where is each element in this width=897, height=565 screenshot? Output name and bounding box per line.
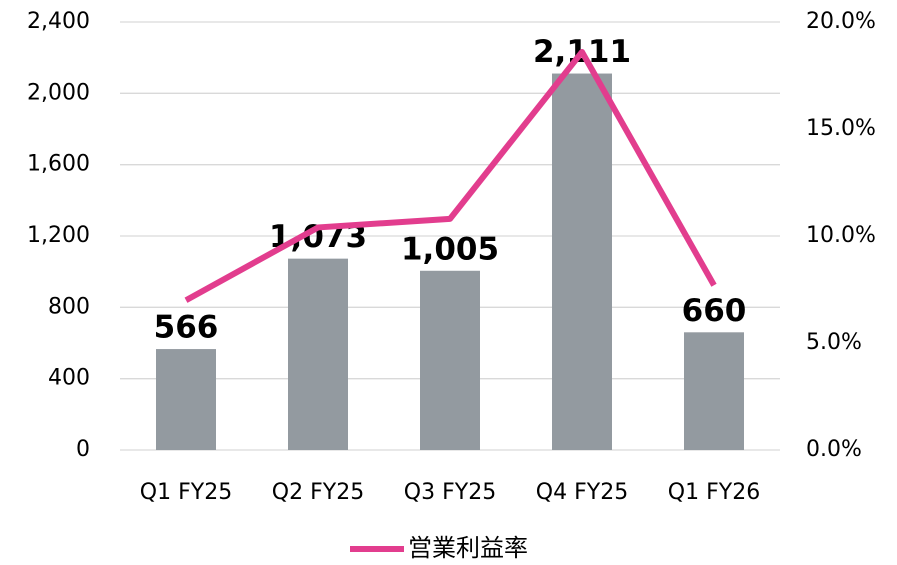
y2-tick-label: 0.0% [806, 437, 862, 462]
y-tick-label: 400 [48, 366, 90, 391]
x-tick-label: Q1 FY26 [668, 480, 760, 505]
y2-tick-label: 5.0% [806, 330, 862, 355]
bar [156, 349, 216, 450]
y2-tick-label: 15.0% [806, 116, 876, 141]
y2-tick-label: 20.0% [806, 9, 876, 34]
y-tick-label: 1,200 [27, 223, 90, 248]
x-tick-label: Q1 FY25 [140, 480, 232, 505]
data-label: 1,005 [401, 231, 499, 267]
bar [684, 332, 744, 450]
bar [288, 258, 348, 450]
line-series [184, 48, 717, 303]
data-label: 566 [154, 310, 219, 346]
y-tick-label: 1,600 [27, 152, 90, 177]
y2-tick-label: 10.0% [806, 223, 876, 248]
y-tick-label: 2,400 [27, 9, 90, 34]
y-tick-label: 2,000 [27, 80, 90, 105]
x-tick-label: Q2 FY25 [272, 480, 364, 505]
y-tick-label: 0 [76, 437, 90, 462]
bar [420, 270, 480, 450]
legend-label: 営業利益率 [408, 534, 528, 562]
data-label: 660 [682, 293, 747, 329]
x-tick-label: Q4 FY25 [536, 480, 628, 505]
y-tick-label: 800 [48, 294, 90, 319]
bar [552, 73, 612, 450]
x-tick-label: Q3 FY25 [404, 480, 496, 505]
